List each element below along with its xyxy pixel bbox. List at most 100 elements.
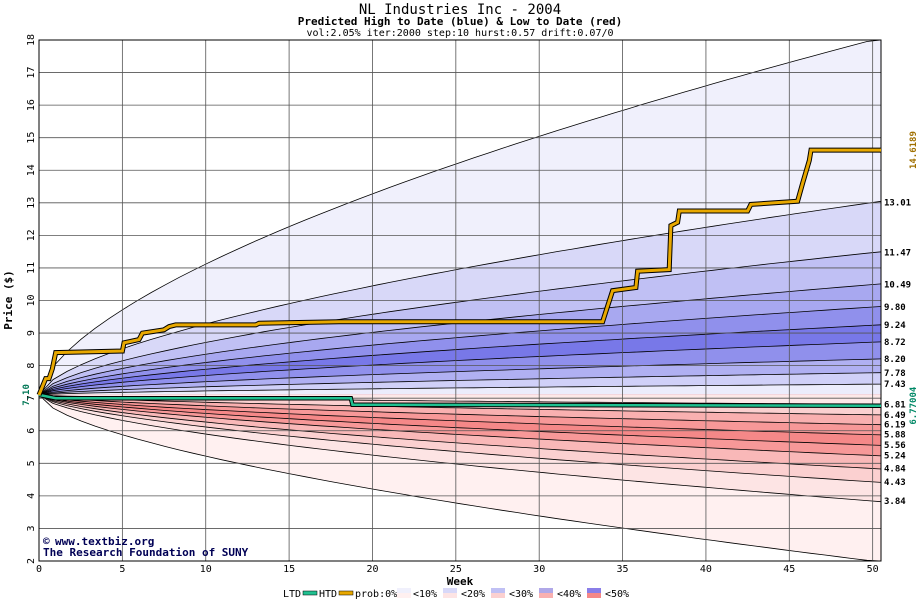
y-tick-label-17: 17: [26, 67, 37, 79]
y-tick-label-3: 3: [26, 525, 37, 531]
x-tick-label-10: 10: [200, 564, 212, 575]
band-end-label: 4.84: [884, 465, 906, 475]
band-boundary-14: [38, 394, 882, 446]
x-tick-label-5: 5: [119, 564, 125, 575]
band-end-label: 7.43: [884, 380, 906, 390]
band-end-label: 9.24: [884, 321, 906, 331]
legend-swatch-low-1: [491, 593, 505, 598]
htd-final-label: 14.6189: [909, 131, 919, 169]
y-tick-label-12: 12: [26, 229, 37, 241]
band-end-label: 4.43: [884, 478, 906, 488]
chart-title: NL Industries Inc - 2004: [359, 2, 561, 18]
y-tick-label-13: 13: [26, 197, 37, 209]
legend-item-label-3: <40%: [557, 589, 581, 600]
legend-htd-swatch: [338, 590, 354, 596]
y-tick-label-7: 7: [26, 395, 37, 401]
band-end-label: 5.24: [884, 451, 906, 461]
y-tick-label-11: 11: [26, 262, 37, 274]
y-tick-label-2: 2: [26, 558, 37, 564]
band-end-label: 10.49: [884, 281, 911, 291]
y-tick-label-10: 10: [26, 294, 37, 306]
legend-swatch-low-3: [587, 593, 601, 598]
band-boundary-7: [38, 358, 882, 396]
ltd-series-line: [38, 393, 882, 407]
band-boundary-16: [38, 394, 882, 470]
legend-swatch-0-low: [397, 593, 411, 598]
x-tick-label-15: 15: [283, 564, 295, 575]
legend-swatch-high-2: [539, 588, 553, 593]
x-tick-label-40: 40: [700, 564, 712, 575]
band-end-label: 8.72: [884, 338, 906, 348]
band-end-label: 5.56: [884, 441, 906, 451]
plot-area: 0 5 10 15 20 25 30 35 40 45 5023456789101112131415…: [26, 34, 882, 575]
legend: LTD HTD prob:0% <10% <20% <30% <40% <50%: [283, 588, 629, 600]
legend-item-label-1: <20%: [461, 589, 485, 600]
ltd-final-label: 6.77004: [909, 386, 919, 425]
x-tick-label-30: 30: [533, 564, 545, 575]
band-boundary-8: [38, 372, 882, 396]
y-tick-label-8: 8: [26, 363, 37, 369]
legend-swatch-high-1: [491, 588, 505, 593]
legend-swatch-low-0: [443, 593, 457, 598]
band-boundary-0: [38, 39, 882, 396]
htd-series-line: [37, 148, 881, 396]
band-boundary-1: [38, 200, 882, 396]
band-end-label: 3.84: [884, 497, 906, 507]
band-end-label: 8.20: [884, 355, 906, 365]
band-boundary-19: [38, 394, 882, 562]
high-band-9: [39, 384, 881, 395]
band-end-label: 13.01: [884, 198, 911, 208]
legend-ltd-swatch: [302, 590, 318, 596]
band-boundary-9: [38, 383, 882, 396]
x-tick-label-45: 45: [783, 564, 795, 575]
y-tick-label-14: 14: [26, 164, 37, 176]
y-tick-label-15: 15: [26, 132, 37, 144]
credit-org: The Research Foundation of SUNY: [43, 546, 249, 559]
legend-swatch-high-0: [443, 588, 457, 593]
y-tick-label-9: 9: [26, 330, 37, 336]
chart-subtitle: Predicted High to Date (blue) & Low to D…: [298, 15, 623, 28]
x-tick-label-50: 50: [867, 564, 879, 575]
y-tick-label-6: 6: [26, 428, 37, 434]
legend-swatch-0-high: [397, 588, 411, 593]
legend-item-label-2: <30%: [509, 589, 533, 600]
x-tick-label-20: 20: [366, 564, 378, 575]
band-boundary-18: [38, 394, 882, 503]
legend-swatch-high-3: [587, 588, 601, 593]
band-boundary-2: [38, 251, 882, 396]
band-end-label: 6.49: [884, 411, 906, 421]
band-end-label: 5.88: [884, 431, 906, 441]
copyright-symbol: ©: [43, 535, 50, 548]
legend-item-label-0: <10%: [413, 589, 437, 600]
y-tick-label-16: 16: [26, 99, 37, 111]
x-tick-label-35: 35: [617, 564, 629, 575]
band-boundary-11: [38, 394, 882, 416]
band-boundary-5: [38, 324, 882, 396]
band-end-label: 9.80: [884, 303, 906, 313]
band-end-label: 6.19: [884, 421, 906, 431]
x-tick-label-25: 25: [450, 564, 462, 575]
y-tick-label-4: 4: [26, 493, 37, 499]
band-boundary-6: [38, 341, 882, 396]
band-end-label: 11.47: [884, 249, 911, 259]
chart-params: vol:2.05% iter:2000 step:10 hurst:0.57 d…: [306, 28, 613, 39]
band-end-label: 7.78: [884, 369, 906, 379]
y-tick-label-5: 5: [26, 460, 37, 466]
credit-website: www.textbiz.org: [55, 535, 154, 548]
band-end-label: 6.81: [884, 400, 906, 410]
plot-frame: [38, 39, 882, 562]
legend-swatch-low-2: [539, 593, 553, 598]
y-axis-label: Price ($): [2, 270, 15, 330]
x-axis-label: Week: [447, 575, 474, 588]
legend-htd-label: HTD: [319, 589, 337, 600]
band-boundary-17: [38, 394, 882, 483]
x-tick-label-0: 0: [36, 564, 42, 575]
legend-item-label-4: <50%: [605, 589, 629, 600]
legend-prob-prefix: prob:0%: [355, 589, 397, 600]
band-boundary-12: [38, 394, 882, 426]
y-tick-label-18: 18: [26, 34, 37, 46]
band-boundary-15: [38, 394, 882, 457]
legend-ltd-label: LTD: [283, 589, 301, 600]
start-price-label: 7.10: [22, 384, 32, 406]
